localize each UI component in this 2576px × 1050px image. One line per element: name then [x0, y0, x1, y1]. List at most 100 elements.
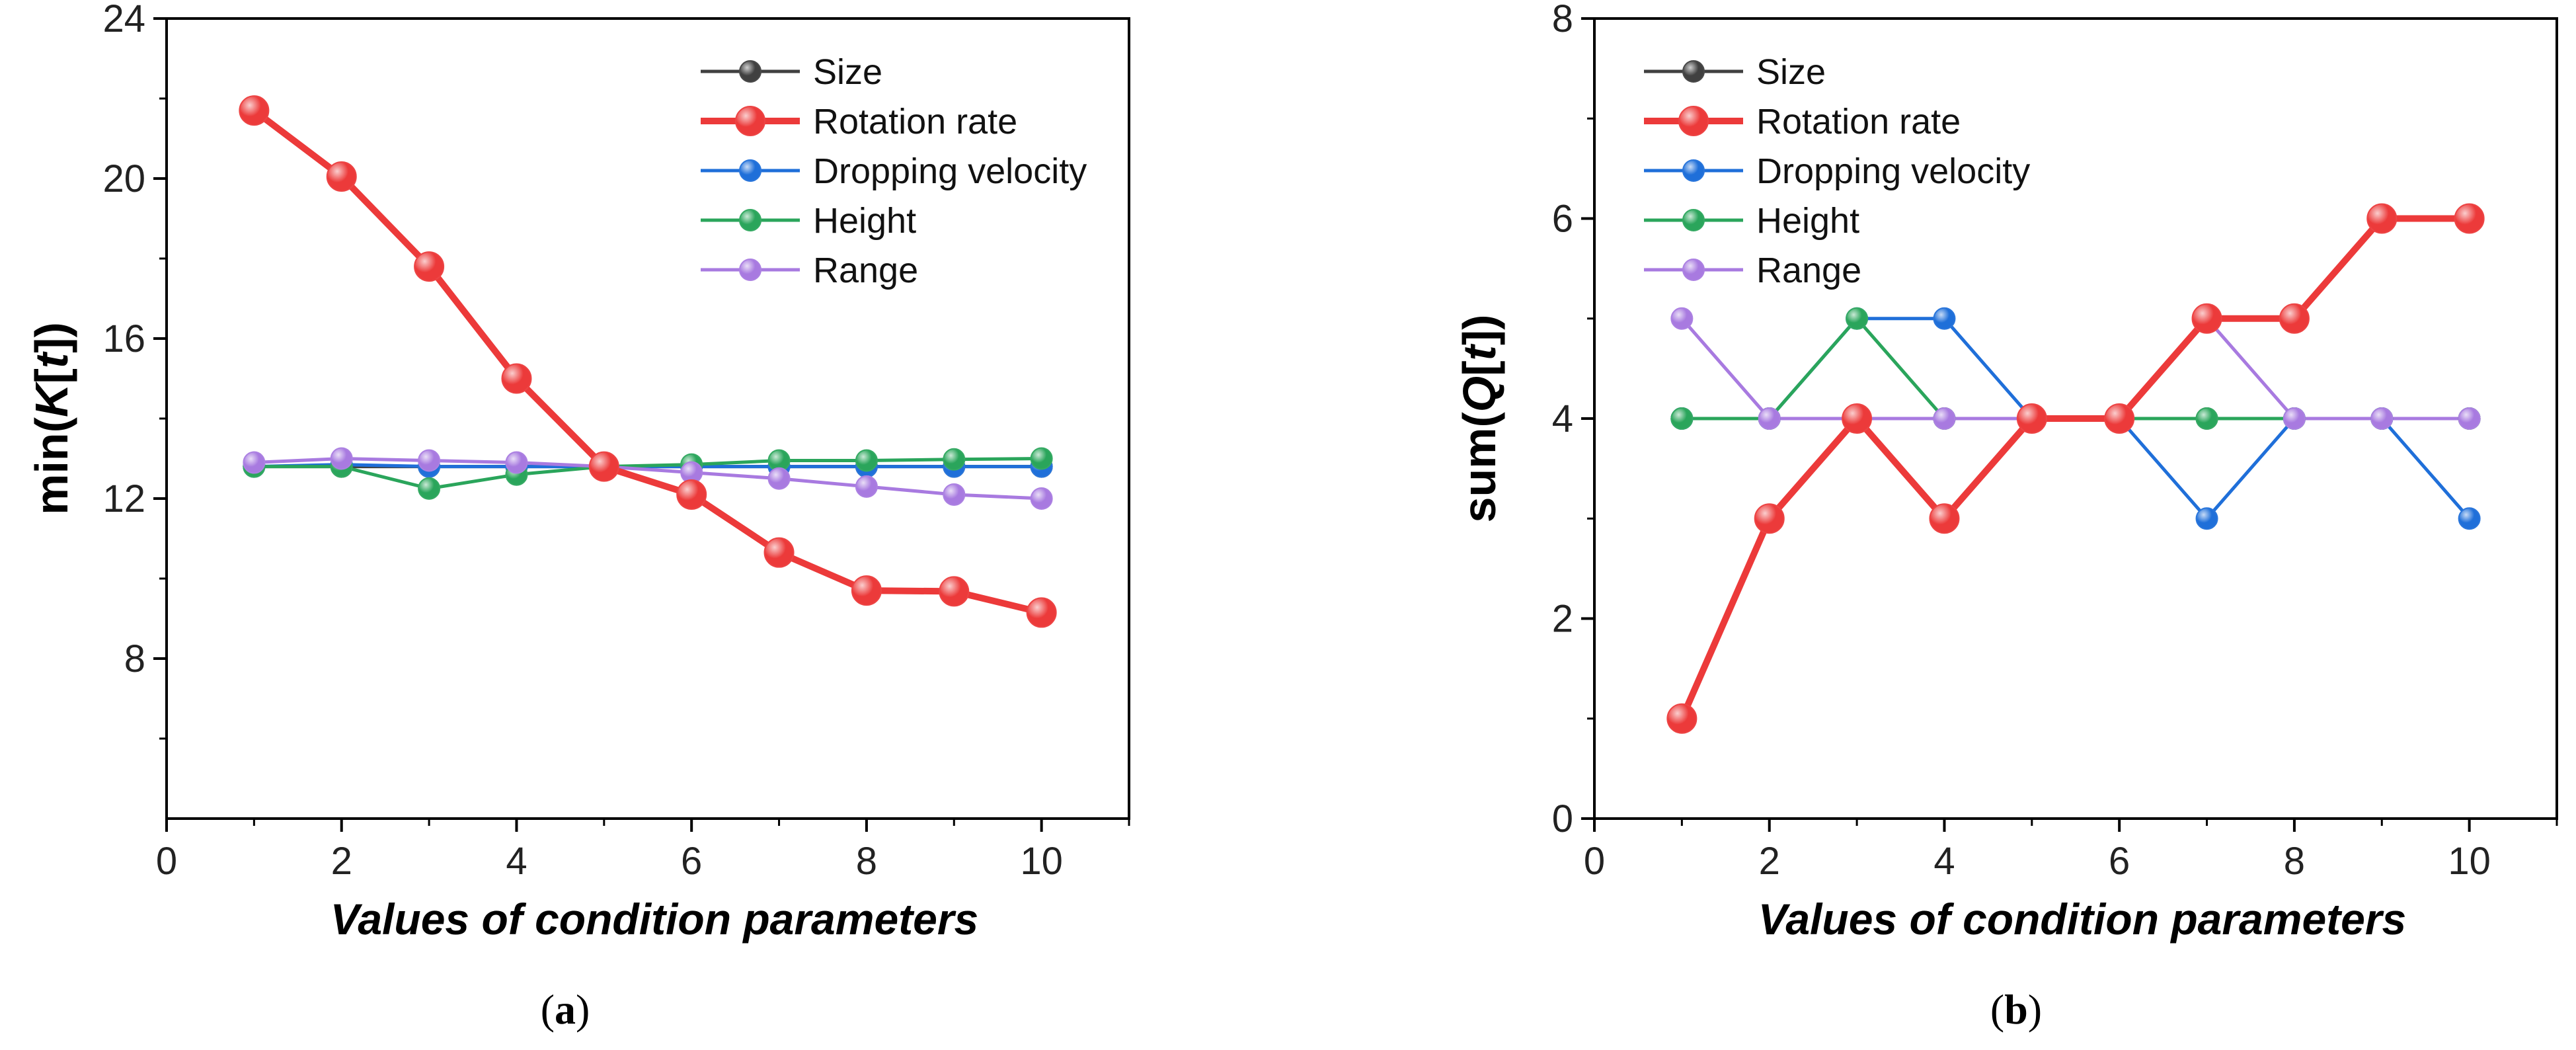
y-axis-label-part: t: [1454, 343, 1505, 360]
x-axis-label: Values of condition parameters: [331, 895, 978, 944]
data-point-rotation-rate: [939, 576, 970, 607]
x-tick-label: 10: [1020, 840, 1063, 883]
panel-caption: (b): [1990, 986, 2042, 1033]
data-point-rotation-rate: [1026, 597, 1057, 628]
data-point-range: [1933, 407, 1956, 430]
y-tick-label: 0: [1552, 797, 1573, 840]
y-tick-label: 8: [124, 637, 145, 680]
data-point-height: [855, 449, 878, 472]
legend-label: Range: [813, 251, 918, 290]
y-axis-label-part: ]): [1454, 315, 1505, 346]
y-axis-label-part: ]): [26, 322, 77, 353]
legend-marker: [1682, 259, 1705, 281]
data-point-range: [505, 451, 528, 474]
data-point-rotation-rate: [1842, 403, 1873, 434]
y-axis-label-part: t: [26, 351, 77, 368]
data-point-rotation-rate: [851, 575, 882, 606]
data-point-rotation-rate: [239, 95, 270, 126]
y-axis-label-part: [: [26, 368, 77, 384]
y-tick-label: 8: [1552, 0, 1573, 40]
data-point-range: [855, 475, 878, 498]
chart-panel-b: 0 2 4 6 8 10 0 2 4 6 8 Values of condition paramete…: [1454, 0, 2558, 1033]
y-tick-label: 2: [1552, 598, 1573, 641]
legend-label: Size: [813, 52, 882, 92]
data-point-dropping-velocity: [2458, 507, 2481, 530]
y-tick-label: 6: [1552, 198, 1573, 241]
data-point-rotation-rate: [2454, 203, 2485, 234]
series-line-height: [254, 457, 1042, 491]
legend-marker: [739, 209, 761, 231]
data-point-rotation-rate: [2279, 303, 2310, 334]
data-point-rotation-rate: [501, 363, 532, 394]
data-point-rotation-rate: [1666, 703, 1698, 734]
y-axis-label: min(K[t]): [26, 322, 77, 515]
data-point-rotation-rate: [763, 537, 795, 568]
legend-marker: [739, 259, 761, 281]
data-point-rotation-rate: [1929, 503, 1960, 534]
legend-marker: [735, 106, 765, 136]
legend-marker: [739, 159, 761, 182]
caption-paren: (a): [541, 986, 590, 1033]
data-point-range: [243, 451, 266, 474]
data-point-dropping-velocity: [1933, 307, 1956, 330]
legend-label: Range: [1756, 251, 1861, 290]
y-tick-label: 20: [102, 157, 145, 200]
legend-label: Height: [1756, 201, 1859, 241]
data-point-rotation-rate: [676, 479, 707, 510]
data-point-rotation-rate: [1754, 503, 1785, 534]
series-line-range: [254, 457, 1042, 501]
legend-label: Height: [813, 201, 916, 241]
x-tick-label: 0: [156, 840, 177, 883]
data-point-rotation-rate: [2366, 203, 2398, 234]
x-tick-label: 8: [856, 840, 877, 883]
data-point-range: [1758, 407, 1781, 430]
legend-label: Rotation rate: [1756, 102, 1961, 141]
legend-label: Rotation rate: [813, 102, 1017, 141]
data-point-rotation-rate: [414, 251, 445, 282]
x-tick-label: 4: [506, 840, 527, 883]
x-tick-label: 10: [2448, 840, 2491, 883]
data-point-range: [767, 467, 791, 490]
y-axis-label-part: Q: [1454, 376, 1505, 412]
x-tick-label: 6: [2109, 840, 2130, 883]
data-point-range: [2458, 407, 2481, 430]
x-tick-label: 6: [681, 840, 702, 883]
y-axis-label-part: sum(: [1454, 412, 1505, 523]
y-tick-label: 12: [102, 477, 145, 520]
x-axis-label: Values of condition parameters: [1758, 895, 2406, 944]
y-axis-label-part: min(: [26, 417, 77, 514]
data-point-rotation-rate: [326, 161, 357, 192]
legend-marker: [739, 60, 761, 83]
caption-paren: (b): [1990, 986, 2042, 1033]
legend-marker: [1682, 60, 1705, 83]
data-point-range: [2283, 407, 2306, 430]
y-tick-label: 24: [102, 0, 145, 40]
data-point-height: [1030, 447, 1053, 470]
y-axis-label-part: [: [1454, 360, 1505, 376]
data-point-height: [943, 448, 966, 471]
series-line-height: [1682, 317, 2470, 421]
legend-label: Size: [1756, 52, 1826, 92]
data-point-height: [418, 477, 441, 500]
y-tick-label: 4: [1552, 397, 1573, 440]
data-point-range: [1030, 487, 1053, 510]
x-tick-label: 2: [331, 840, 352, 883]
data-point-range: [943, 483, 966, 506]
data-point-rotation-rate: [2016, 403, 2047, 434]
legend-marker: [1682, 159, 1705, 182]
data-point-height: [2195, 407, 2218, 430]
data-point-range: [2370, 407, 2394, 430]
data-point-range: [330, 447, 353, 470]
series-line-range: [1680, 317, 2470, 421]
legend-marker: [1682, 209, 1705, 231]
series-line-rotation-rate: [1678, 215, 2470, 720]
data-point-rotation-rate: [2104, 403, 2135, 434]
x-tick-label: 8: [2284, 840, 2305, 883]
data-point-dropping-velocity: [2195, 507, 2218, 530]
data-point-rotation-rate: [588, 451, 619, 482]
data-point-height: [1846, 307, 1869, 330]
x-tick-label: 4: [1933, 840, 1955, 883]
y-tick-label: 16: [102, 317, 145, 360]
